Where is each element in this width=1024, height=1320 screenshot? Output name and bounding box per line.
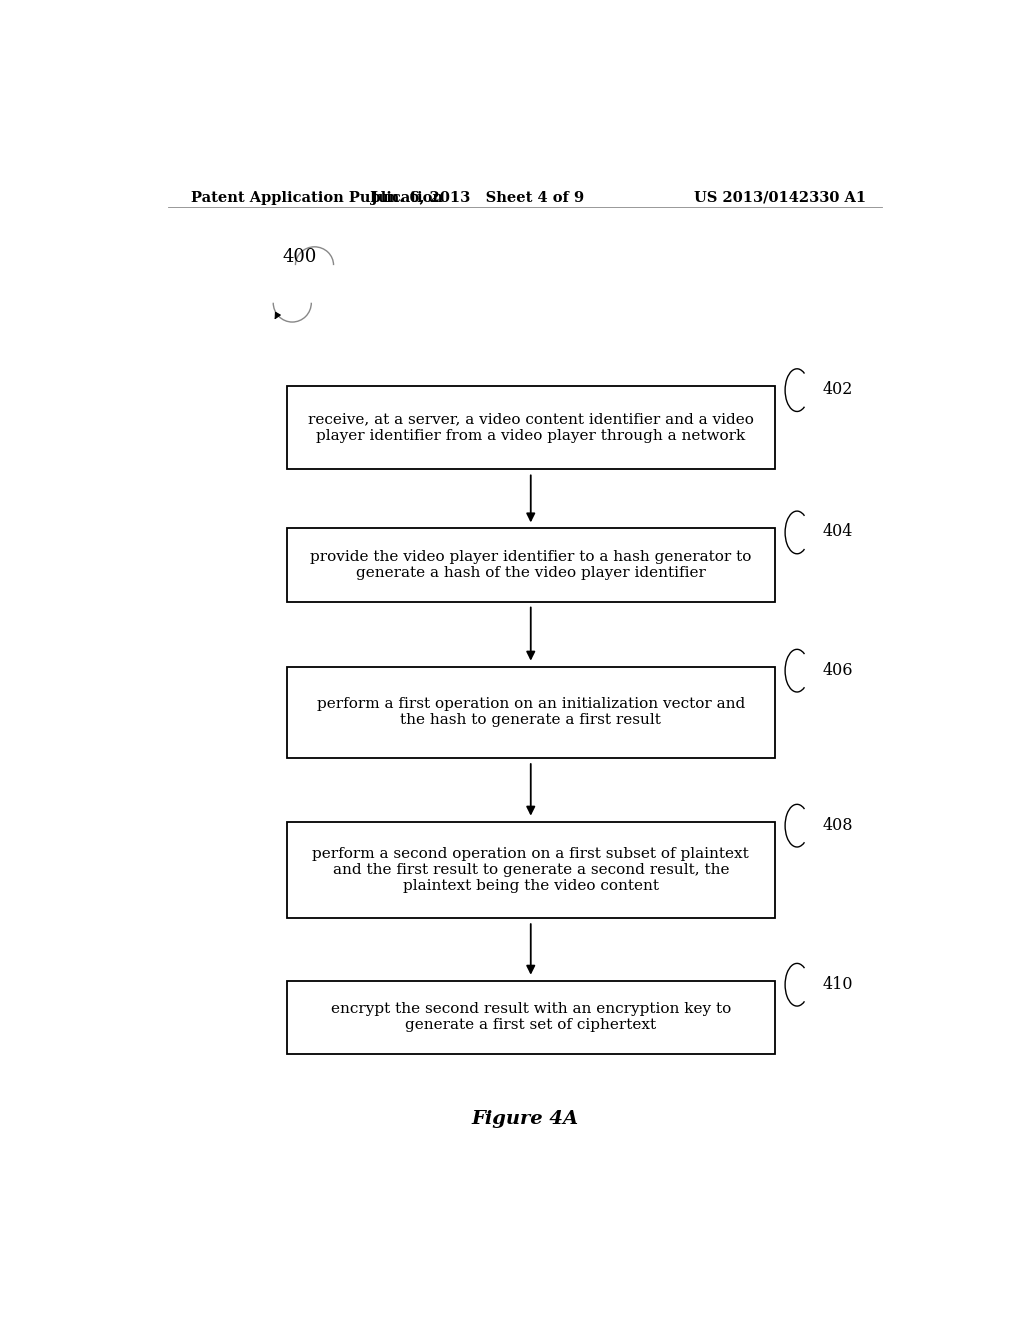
Bar (287, 981, 775, 1053)
Text: Figure 4A: Figure 4A (471, 1110, 579, 1127)
Bar (287, 821, 775, 919)
Bar (287, 385, 775, 470)
Text: 402: 402 (822, 381, 853, 399)
Text: 406: 406 (822, 661, 853, 678)
Text: perform a first operation on an initialization vector and
the hash to generate a: perform a first operation on an initiali… (316, 697, 744, 727)
Text: Patent Application Publication: Patent Application Publication (191, 191, 443, 205)
Bar (287, 528, 775, 602)
Bar (287, 667, 775, 758)
Text: Jun. 6, 2013   Sheet 4 of 9: Jun. 6, 2013 Sheet 4 of 9 (371, 191, 584, 205)
Text: receive, at a server, a video content identifier and a video
player identifier f: receive, at a server, a video content id… (308, 413, 754, 442)
Text: 404: 404 (822, 523, 853, 540)
Text: 400: 400 (283, 248, 317, 265)
Text: 408: 408 (822, 817, 853, 833)
Text: encrypt the second result with an encryption key to
generate a first set of ciph: encrypt the second result with an encryp… (331, 1002, 731, 1032)
Text: perform a second operation on a first subset of plaintext
and the first result t: perform a second operation on a first su… (312, 846, 750, 894)
Text: provide the video player identifier to a hash generator to
generate a hash of th: provide the video player identifier to a… (310, 550, 752, 579)
Text: 410: 410 (822, 975, 853, 993)
Text: US 2013/0142330 A1: US 2013/0142330 A1 (694, 191, 866, 205)
